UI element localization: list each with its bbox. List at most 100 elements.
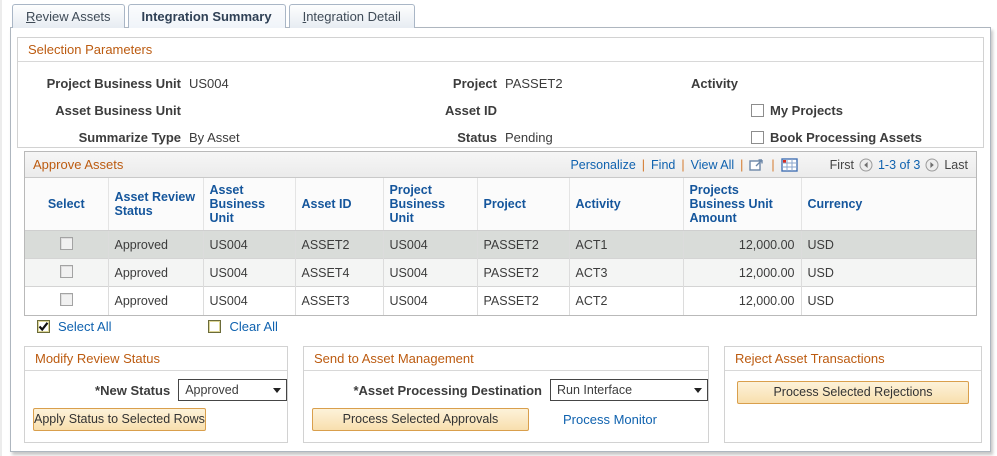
new-status-value: Approved xyxy=(185,383,239,397)
asset-processing-destination-field: *Asset Processing Destination Run Interf… xyxy=(304,379,708,401)
cell-project: PASSET2 xyxy=(477,258,570,287)
selection-parameters-box: Selection Parameters Project Business Un… xyxy=(17,37,984,148)
tab-integration-summary[interactable]: Integration Summary xyxy=(127,4,286,28)
column-header-asset-id[interactable]: Asset ID xyxy=(295,178,384,231)
new-status-label: *New Status xyxy=(95,382,171,398)
select-all-link[interactable]: Select All xyxy=(58,319,112,334)
cell-review-status: Approved xyxy=(108,286,204,315)
cell-amount: 12,000.00 xyxy=(683,286,802,315)
cell-amount: 12,000.00 xyxy=(683,230,802,259)
my-projects-checkbox[interactable] xyxy=(751,104,764,117)
cell-activity: ACT2 xyxy=(569,286,684,315)
tab-label: Integration Summary xyxy=(141,9,272,24)
tab-bar: Review Assets Integration Summary Integr… xyxy=(12,4,415,28)
dropdown-arrow-icon xyxy=(273,387,281,393)
send-to-asset-management-title: Send to Asset Management xyxy=(304,347,708,371)
zoom-grid-icon[interactable] xyxy=(749,157,765,172)
cell-activity: ACT3 xyxy=(569,258,684,287)
process-selected-approvals-button[interactable]: Process Selected Approvals xyxy=(312,408,529,431)
selection-parameters-body: Project Business Unit US004 Project PASS… xyxy=(18,62,983,151)
grid-title: Approve Assets xyxy=(33,157,124,172)
select-all-control[interactable]: Select All xyxy=(37,319,111,334)
tab-label: Review Assets xyxy=(26,9,111,24)
asset-processing-destination-dropdown[interactable]: Run Interface xyxy=(550,379,708,401)
book-processing-assets-checkbox[interactable] xyxy=(751,131,764,144)
selection-row: Asset Business Unit Asset ID My Projects xyxy=(18,97,983,124)
reject-asset-transactions-title: Reject Asset Transactions xyxy=(725,347,981,371)
my-projects-field: My Projects xyxy=(738,103,843,118)
cell-currency: USD xyxy=(801,230,976,259)
toolbar-separator: | xyxy=(740,157,744,172)
modify-review-status-box: Modify Review Status *New Status Approve… xyxy=(24,346,288,443)
cell-asset-bu: US004 xyxy=(203,230,296,259)
column-header-project-business-unit[interactable]: Project Business Unit xyxy=(383,178,478,231)
asset-id-label: Asset ID xyxy=(444,103,497,118)
clear-all-checkbox-icon[interactable] xyxy=(208,320,222,333)
cell-amount: 12,000.00 xyxy=(683,258,802,287)
selection-parameters-title: Selection Parameters xyxy=(18,38,983,62)
cell-currency: USD xyxy=(801,286,976,315)
select-all-checkbox-icon[interactable] xyxy=(37,320,50,333)
activity-label: Activity xyxy=(691,76,738,91)
status-label: Status xyxy=(457,130,497,145)
find-link[interactable]: Find xyxy=(651,157,676,172)
cell-currency: USD xyxy=(801,258,976,287)
download-to-excel-icon[interactable] xyxy=(780,157,798,172)
grid-toolbar: Personalize | Find | View All | | xyxy=(570,157,968,172)
new-status-dropdown[interactable]: Approved xyxy=(178,379,287,401)
row-select-checkbox[interactable] xyxy=(59,264,73,278)
tab-integration-detail[interactable]: Integration Detail xyxy=(288,4,415,28)
toolbar-separator: | xyxy=(681,157,685,172)
page-container: Selection Parameters Project Business Un… xyxy=(10,27,991,452)
column-header-project[interactable]: Project xyxy=(477,178,570,231)
grid-pager: First 1-3 of 3 xyxy=(830,158,968,172)
table-header-row: Select Asset Review Status Asset Busines… xyxy=(25,178,976,231)
column-header-currency[interactable]: Currency xyxy=(801,178,976,231)
action-boxes-row: Modify Review Status *New Status Approve… xyxy=(24,346,982,443)
cell-project-bu: US004 xyxy=(383,230,478,259)
pager-next-icon[interactable] xyxy=(925,158,939,172)
table-row: Approved US004 ASSET2 US004 PASSET2 ACT1… xyxy=(25,230,976,259)
project-label: Project xyxy=(452,76,497,91)
cell-asset-id: ASSET2 xyxy=(295,230,384,259)
toolbar-separator: | xyxy=(641,157,646,172)
column-header-select[interactable]: Select xyxy=(25,178,109,231)
cell-project-bu: US004 xyxy=(383,286,478,315)
clear-all-control[interactable]: Clear All xyxy=(208,319,278,334)
table-row: Approved US004 ASSET3 US004 PASSET2 ACT2… xyxy=(25,286,976,315)
view-all-link[interactable]: View All xyxy=(690,157,735,172)
asset-processing-destination-value: Run Interface xyxy=(557,383,633,397)
summarize-type-label: Summarize Type xyxy=(78,130,181,145)
pager-range: 1-3 of 3 xyxy=(877,157,921,172)
column-header-projects-business-unit-amount[interactable]: Projects Business Unit Amount xyxy=(683,178,802,231)
row-select-checkbox[interactable] xyxy=(59,236,73,250)
column-header-asset-review-status[interactable]: Asset Review Status xyxy=(108,178,204,231)
select-actions-row: Select All Clear All xyxy=(37,319,278,334)
column-header-activity[interactable]: Activity xyxy=(569,178,684,231)
pager-last-label[interactable]: Last xyxy=(944,157,968,172)
clear-all-link[interactable]: Clear All xyxy=(229,319,278,334)
selection-row: Summarize Type By Asset Status Pending B… xyxy=(18,124,983,151)
row-select-checkbox[interactable] xyxy=(59,292,73,306)
cell-activity: ACT1 xyxy=(569,230,684,259)
cell-asset-id: ASSET4 xyxy=(295,258,384,287)
pager-previous-icon[interactable] xyxy=(859,158,873,172)
cell-review-status: Approved xyxy=(108,230,204,259)
process-monitor-link[interactable]: Process Monitor xyxy=(563,412,657,427)
cell-project: PASSET2 xyxy=(477,286,570,315)
new-status-field: *New Status Approved xyxy=(25,379,287,401)
book-processing-assets-label: Book Processing Assets xyxy=(770,130,922,145)
tab-review-assets[interactable]: Review Assets xyxy=(12,4,125,28)
toolbar-separator: | xyxy=(771,157,775,172)
personalize-link[interactable]: Personalize xyxy=(570,157,636,172)
grid-title-bar: Approve Assets Personalize | Find | View… xyxy=(25,152,976,178)
cell-asset-id: ASSET3 xyxy=(295,286,384,315)
cell-asset-bu: US004 xyxy=(203,286,296,315)
project-business-unit-value: US004 xyxy=(189,76,229,91)
column-header-asset-business-unit[interactable]: Asset Business Unit xyxy=(203,178,296,231)
tab-label: Integration Detail xyxy=(302,9,401,24)
pager-first-label[interactable]: First xyxy=(829,157,854,172)
process-selected-rejections-button[interactable]: Process Selected Rejections xyxy=(737,381,969,404)
apply-status-button[interactable]: Apply Status to Selected Rows xyxy=(33,408,206,431)
cell-review-status: Approved xyxy=(108,258,204,287)
